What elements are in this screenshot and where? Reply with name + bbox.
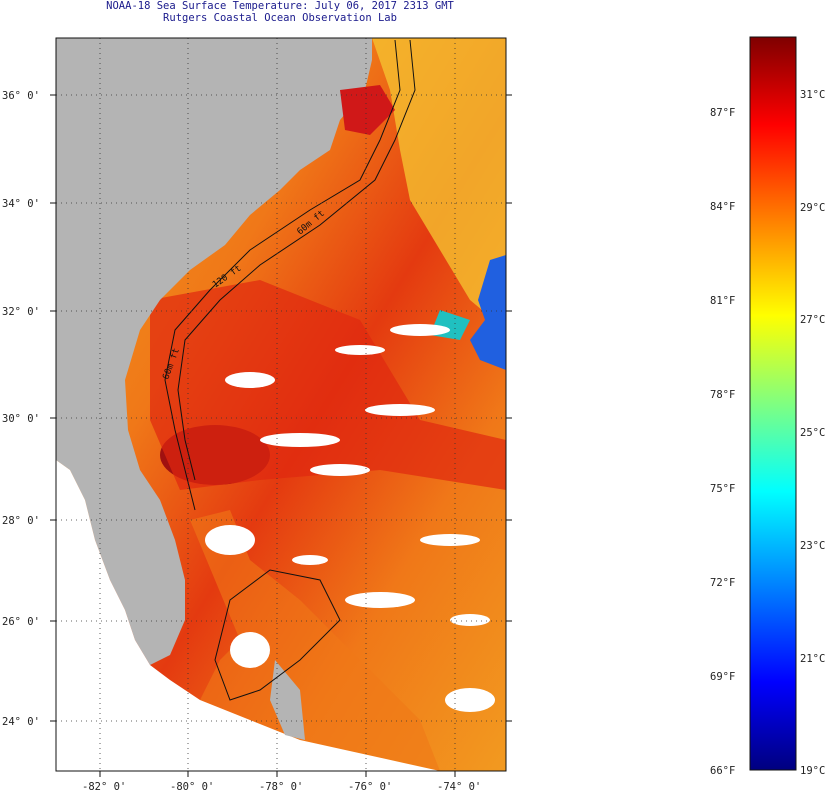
legend-f-72: 72°F bbox=[710, 577, 735, 589]
lon-label-76: -76° 0' bbox=[348, 781, 392, 793]
legend-f-84: 84°F bbox=[710, 201, 735, 213]
cuba-nodata bbox=[200, 700, 440, 771]
offshore-cool-zone bbox=[372, 38, 506, 330]
map-frame bbox=[55, 37, 507, 772]
gulf-stream-hot-band bbox=[150, 280, 506, 490]
shelf-contour-inner bbox=[177, 39, 416, 481]
lat-label-36: 36° 0' bbox=[2, 90, 40, 102]
legend-f-78: 78°F bbox=[710, 389, 735, 401]
map-title: NOAA-18 Sea Surface Temperature: July 06… bbox=[106, 0, 454, 12]
lat-label-26: 26° 0' bbox=[2, 616, 40, 628]
gulf-of-mexico-nodata bbox=[56, 460, 200, 771]
andros-island bbox=[270, 660, 305, 740]
pamlico-sound bbox=[340, 85, 395, 135]
lon-label-82: -82° 0' bbox=[82, 781, 126, 793]
lat-label-24: 24° 0' bbox=[2, 716, 40, 728]
lat-label-34: 34° 0' bbox=[2, 198, 40, 210]
lon-label-78: -78° 0' bbox=[259, 781, 303, 793]
lat-label-28: 28° 0' bbox=[2, 515, 40, 527]
legend-c-29: 29°C bbox=[800, 202, 825, 214]
legend-c-23: 23°C bbox=[800, 540, 825, 552]
legend-fahrenheit-labels: 87°F 84°F 81°F 78°F 75°F 72°F 69°F 66°F bbox=[710, 107, 735, 777]
legend-f-87: 87°F bbox=[710, 107, 735, 119]
legend-f-66: 66°F bbox=[710, 765, 735, 777]
legend-c-31: 31°C bbox=[800, 89, 825, 101]
color-scale-bar bbox=[749, 36, 797, 771]
map-subtitle: Rutgers Coastal Ocean Observation Lab bbox=[163, 12, 397, 24]
legend-celsius-labels: 31°C 29°C 27°C 25°C 23°C 21°C 19°C bbox=[800, 89, 825, 777]
legend-c-19: 19°C bbox=[800, 765, 825, 777]
lat-lon-grid bbox=[56, 38, 506, 771]
lat-label-30: 30° 0' bbox=[2, 413, 40, 425]
legend-f-81: 81°F bbox=[710, 295, 735, 307]
legend-c-21: 21°C bbox=[800, 653, 825, 665]
legend-f-69: 69°F bbox=[710, 671, 735, 683]
cloud-cover bbox=[205, 324, 495, 712]
cold-patch-east bbox=[470, 255, 506, 370]
us-mainland bbox=[56, 38, 372, 665]
lon-label-74: -74° 0' bbox=[437, 781, 481, 793]
axis-ticks bbox=[50, 94, 512, 777]
lon-label-80: -80° 0' bbox=[170, 781, 214, 793]
legend-f-75: 75°F bbox=[710, 483, 735, 495]
legend-c-27: 27°C bbox=[800, 314, 825, 326]
bahamas-nodata bbox=[190, 510, 440, 771]
bahamas-contour bbox=[214, 569, 341, 701]
lat-label-32: 32° 0' bbox=[2, 306, 40, 318]
legend-c-25: 25°C bbox=[800, 427, 825, 439]
shelf-contour-outer bbox=[164, 39, 401, 511]
